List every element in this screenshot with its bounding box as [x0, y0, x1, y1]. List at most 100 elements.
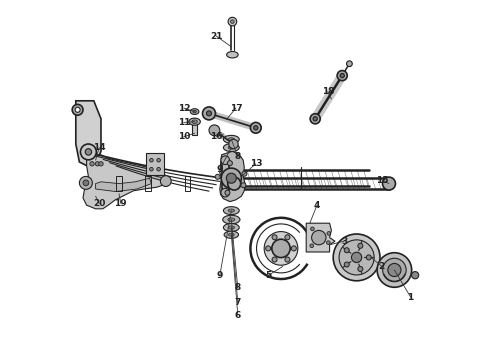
Text: 5: 5 [265, 271, 271, 280]
Bar [146, 153, 164, 175]
Bar [185, 176, 190, 191]
Ellipse shape [192, 120, 197, 123]
Circle shape [254, 126, 258, 130]
Ellipse shape [228, 218, 235, 221]
Circle shape [250, 122, 261, 133]
Text: 9: 9 [217, 165, 223, 174]
Circle shape [337, 71, 347, 81]
Circle shape [366, 255, 371, 260]
Circle shape [160, 176, 171, 186]
Text: 19: 19 [115, 199, 127, 208]
Ellipse shape [223, 135, 239, 143]
Text: 8: 8 [235, 284, 241, 292]
Text: 9: 9 [217, 271, 223, 280]
Circle shape [310, 244, 314, 248]
Circle shape [209, 125, 220, 136]
Circle shape [264, 231, 298, 265]
Circle shape [327, 231, 331, 235]
Circle shape [313, 117, 318, 121]
Ellipse shape [227, 51, 238, 58]
Circle shape [339, 240, 374, 275]
Circle shape [149, 167, 153, 171]
Circle shape [99, 162, 103, 166]
Text: 6: 6 [235, 310, 241, 320]
Circle shape [241, 183, 246, 188]
Ellipse shape [228, 226, 235, 229]
Ellipse shape [190, 109, 199, 114]
Ellipse shape [228, 138, 235, 141]
Circle shape [312, 230, 326, 245]
Text: 17: 17 [230, 104, 243, 113]
Circle shape [351, 252, 362, 262]
Circle shape [272, 257, 277, 262]
Circle shape [206, 111, 212, 116]
Text: 3: 3 [341, 237, 347, 246]
Circle shape [285, 257, 290, 262]
Circle shape [215, 174, 220, 179]
Bar [145, 176, 151, 191]
Text: 14: 14 [93, 143, 105, 152]
Circle shape [344, 248, 349, 253]
Text: 20: 20 [93, 199, 105, 208]
Ellipse shape [223, 207, 239, 215]
Circle shape [311, 227, 314, 231]
Circle shape [266, 246, 270, 251]
Polygon shape [76, 101, 101, 169]
Circle shape [358, 243, 363, 248]
Circle shape [149, 158, 153, 162]
Circle shape [383, 177, 395, 190]
Bar [192, 120, 197, 135]
Circle shape [221, 156, 229, 165]
Circle shape [231, 20, 234, 23]
Circle shape [228, 17, 237, 26]
Circle shape [412, 271, 419, 279]
Text: 15: 15 [375, 176, 388, 185]
Text: 7: 7 [235, 298, 241, 307]
Text: 8: 8 [235, 152, 241, 161]
Ellipse shape [224, 231, 239, 238]
Circle shape [227, 161, 232, 166]
Polygon shape [220, 151, 245, 202]
Text: 12: 12 [177, 104, 190, 113]
Text: 13: 13 [249, 159, 262, 168]
Circle shape [272, 235, 277, 240]
Polygon shape [83, 155, 170, 209]
Bar [116, 176, 122, 191]
Circle shape [285, 235, 290, 240]
Circle shape [346, 61, 352, 67]
Ellipse shape [223, 224, 239, 231]
Ellipse shape [193, 111, 196, 113]
Circle shape [95, 162, 99, 166]
Circle shape [383, 258, 406, 282]
Circle shape [226, 173, 236, 183]
Circle shape [83, 180, 89, 186]
Circle shape [292, 246, 296, 251]
Text: 11: 11 [177, 118, 190, 127]
Circle shape [344, 262, 349, 267]
Circle shape [72, 104, 83, 115]
Circle shape [326, 241, 330, 244]
Circle shape [242, 171, 247, 176]
Ellipse shape [222, 215, 240, 224]
Ellipse shape [228, 233, 234, 236]
Text: 21: 21 [210, 32, 222, 41]
Circle shape [340, 73, 344, 78]
Circle shape [157, 167, 160, 171]
Text: 18: 18 [321, 87, 334, 96]
Text: 4: 4 [314, 201, 320, 210]
Circle shape [229, 139, 238, 149]
Polygon shape [96, 178, 151, 192]
Circle shape [272, 239, 290, 258]
Circle shape [388, 264, 401, 276]
Text: 10: 10 [177, 132, 190, 141]
Circle shape [228, 177, 241, 190]
Circle shape [157, 158, 160, 162]
Ellipse shape [189, 118, 200, 125]
Circle shape [310, 114, 320, 124]
Circle shape [358, 266, 363, 271]
Text: 1: 1 [408, 292, 414, 302]
Ellipse shape [228, 146, 235, 149]
Circle shape [221, 168, 242, 188]
Text: 16: 16 [210, 132, 222, 141]
Text: 2: 2 [379, 262, 385, 271]
